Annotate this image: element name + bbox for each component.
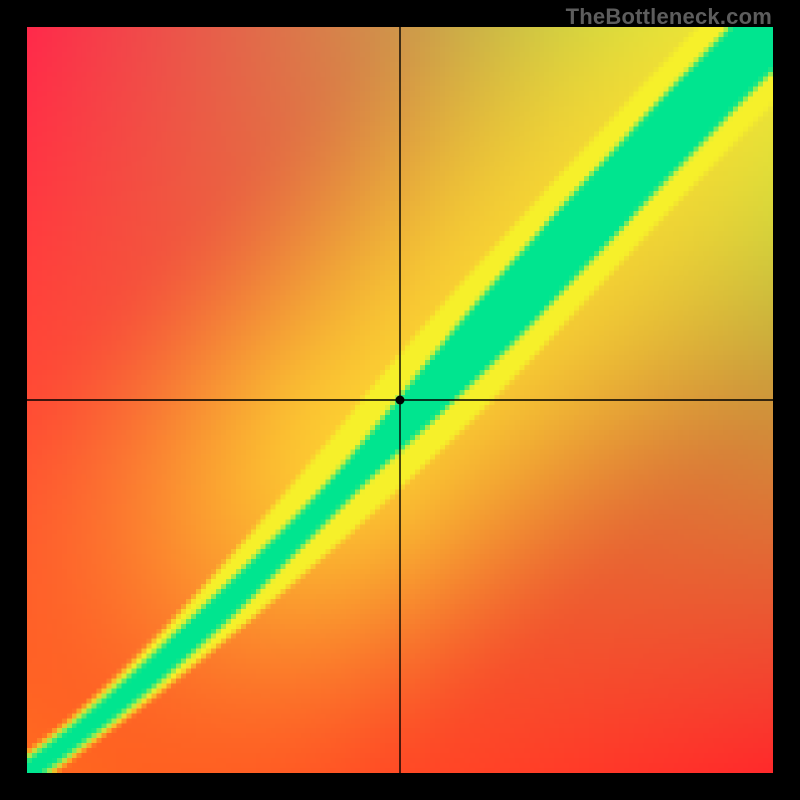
watermark-text: TheBottleneck.com	[566, 4, 772, 30]
heatmap-plot	[27, 27, 773, 773]
heatmap-canvas	[27, 27, 773, 773]
page-root: TheBottleneck.com	[0, 0, 800, 800]
